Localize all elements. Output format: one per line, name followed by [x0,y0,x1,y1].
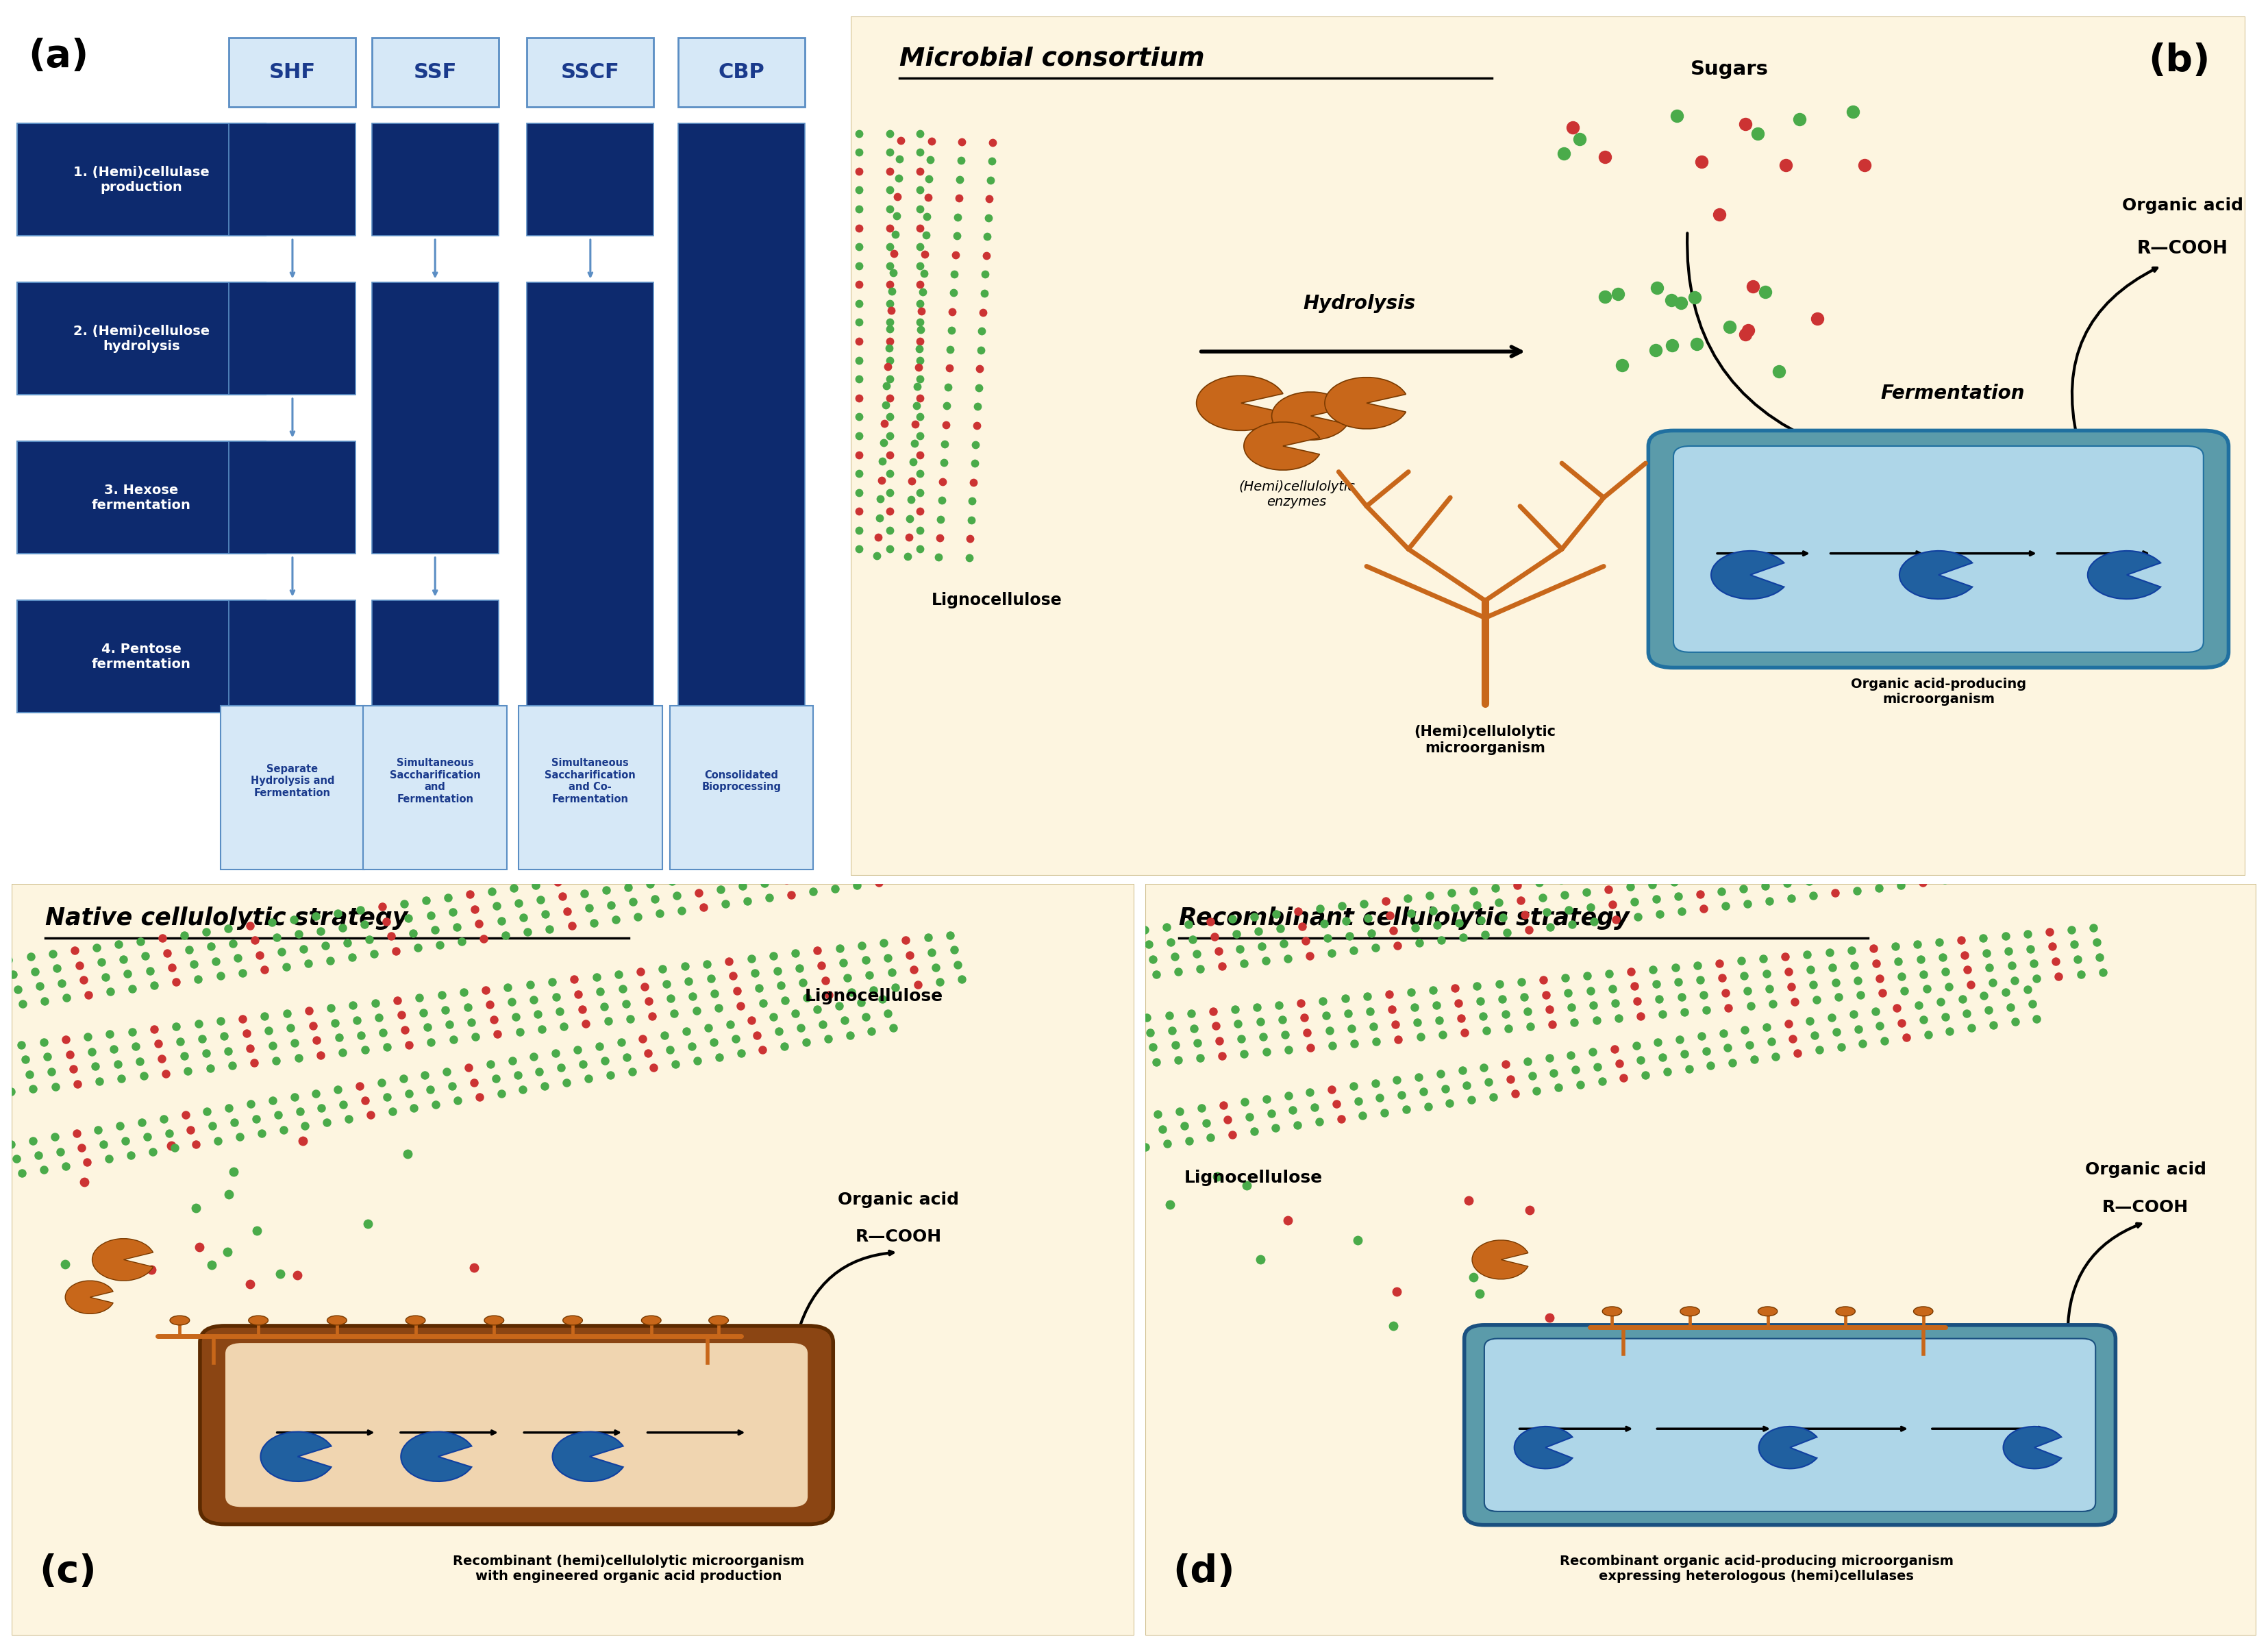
Wedge shape [401,1432,472,1482]
FancyBboxPatch shape [229,282,356,395]
Wedge shape [1472,1241,1529,1279]
FancyBboxPatch shape [1649,431,2229,667]
FancyBboxPatch shape [519,705,662,869]
Wedge shape [1515,1427,1572,1469]
FancyBboxPatch shape [526,38,653,107]
Text: Hydrolysis: Hydrolysis [1304,294,1415,312]
Ellipse shape [1835,1307,1855,1317]
FancyBboxPatch shape [225,1343,807,1508]
Text: R—COOH: R—COOH [2136,240,2227,258]
FancyBboxPatch shape [1674,446,2204,653]
Text: R—COOH: R—COOH [855,1229,941,1246]
Ellipse shape [1603,1307,1622,1317]
Text: SSF: SSF [413,63,456,83]
Text: Consolidated
Bioprocessing: Consolidated Bioprocessing [701,770,780,793]
Text: Lignocellulose: Lignocellulose [932,591,1061,608]
FancyBboxPatch shape [18,282,265,395]
Text: Organic acid-producing
microorganism: Organic acid-producing microorganism [1851,677,2025,705]
Ellipse shape [249,1315,268,1325]
Wedge shape [1243,421,1320,471]
Text: (d): (d) [1173,1553,1236,1591]
Text: Organic acid: Organic acid [2084,1161,2207,1178]
FancyBboxPatch shape [229,124,356,236]
FancyBboxPatch shape [229,441,356,553]
Text: Fermentation: Fermentation [1880,383,2025,403]
Ellipse shape [170,1315,191,1325]
FancyBboxPatch shape [220,705,365,869]
Text: (a): (a) [27,38,88,74]
FancyBboxPatch shape [1483,1338,2096,1512]
Text: (c): (c) [39,1553,98,1591]
Wedge shape [93,1239,154,1280]
FancyBboxPatch shape [526,124,653,236]
Text: SHF: SHF [270,63,315,83]
Text: Native cellulolytic strategy: Native cellulolytic strategy [45,907,408,930]
Text: Lignocellulose: Lignocellulose [805,988,943,1004]
FancyBboxPatch shape [372,124,499,236]
FancyBboxPatch shape [363,705,506,869]
FancyBboxPatch shape [678,38,805,107]
FancyBboxPatch shape [18,441,265,553]
Text: SSCF: SSCF [560,63,619,83]
Text: Microbial consortium: Microbial consortium [900,46,1204,71]
FancyBboxPatch shape [850,17,2245,876]
Text: Recombinant cellulolytic strategy: Recombinant cellulolytic strategy [1179,907,1628,930]
Text: R—COOH: R—COOH [2102,1199,2189,1216]
FancyBboxPatch shape [18,600,265,712]
FancyBboxPatch shape [526,282,653,712]
Wedge shape [1898,550,1973,600]
FancyBboxPatch shape [1145,884,2257,1635]
Wedge shape [1198,375,1284,431]
Ellipse shape [485,1315,503,1325]
Wedge shape [1325,377,1406,430]
FancyBboxPatch shape [200,1327,832,1525]
FancyBboxPatch shape [18,124,265,236]
Wedge shape [553,1432,624,1482]
FancyBboxPatch shape [669,705,814,869]
Wedge shape [1710,550,1785,600]
Ellipse shape [1914,1307,1932,1317]
Ellipse shape [710,1315,728,1325]
Text: Simultaneous
Saccharification
and
Fermentation: Simultaneous Saccharification and Fermen… [390,758,481,805]
Ellipse shape [562,1315,583,1325]
FancyBboxPatch shape [11,884,1134,1635]
Text: (Hemi)cellulolytic
microorganism: (Hemi)cellulolytic microorganism [1415,725,1556,755]
Wedge shape [1272,392,1347,439]
Text: 2. (Hemi)cellulose
hydrolysis: 2. (Hemi)cellulose hydrolysis [73,324,209,354]
FancyBboxPatch shape [678,124,805,712]
Text: Organic acid: Organic acid [2123,197,2243,213]
Ellipse shape [406,1315,426,1325]
Text: Recombinant organic acid-producing microorganism
expressing heterologous (hemi)c: Recombinant organic acid-producing micro… [1560,1555,1953,1583]
FancyBboxPatch shape [1465,1325,2116,1525]
Ellipse shape [1758,1307,1778,1317]
Text: 4. Pentose
fermentation: 4. Pentose fermentation [91,643,191,671]
FancyBboxPatch shape [372,38,499,107]
Text: Lignocellulose: Lignocellulose [1184,1170,1322,1186]
Text: Separate
Hydrolysis and
Fermentation: Separate Hydrolysis and Fermentation [249,763,333,798]
Wedge shape [2089,550,2161,600]
Text: (Hemi)cellulolytic
enzymes: (Hemi)cellulolytic enzymes [1238,481,1354,509]
Text: Recombinant (hemi)cellulolytic microorganism
with engineered organic acid produc: Recombinant (hemi)cellulolytic microorga… [454,1555,805,1583]
Text: 3. Hexose
fermentation: 3. Hexose fermentation [91,484,191,512]
Wedge shape [2003,1427,2062,1469]
Ellipse shape [327,1315,347,1325]
Text: Organic acid: Organic acid [837,1191,959,1208]
Text: Simultaneous
Saccharification
and Co-
Fermentation: Simultaneous Saccharification and Co- Fe… [544,758,635,805]
Wedge shape [66,1280,113,1313]
FancyBboxPatch shape [372,600,499,712]
FancyBboxPatch shape [229,600,356,712]
FancyBboxPatch shape [229,38,356,107]
Wedge shape [261,1432,331,1482]
Text: 1. (Hemi)cellulase
production: 1. (Hemi)cellulase production [73,165,209,193]
Text: CBP: CBP [719,63,764,83]
Ellipse shape [642,1315,660,1325]
FancyBboxPatch shape [372,282,499,553]
Wedge shape [1758,1427,1817,1469]
Text: Sugars: Sugars [1690,59,1769,79]
Ellipse shape [1681,1307,1699,1317]
Text: (b): (b) [2148,43,2211,79]
